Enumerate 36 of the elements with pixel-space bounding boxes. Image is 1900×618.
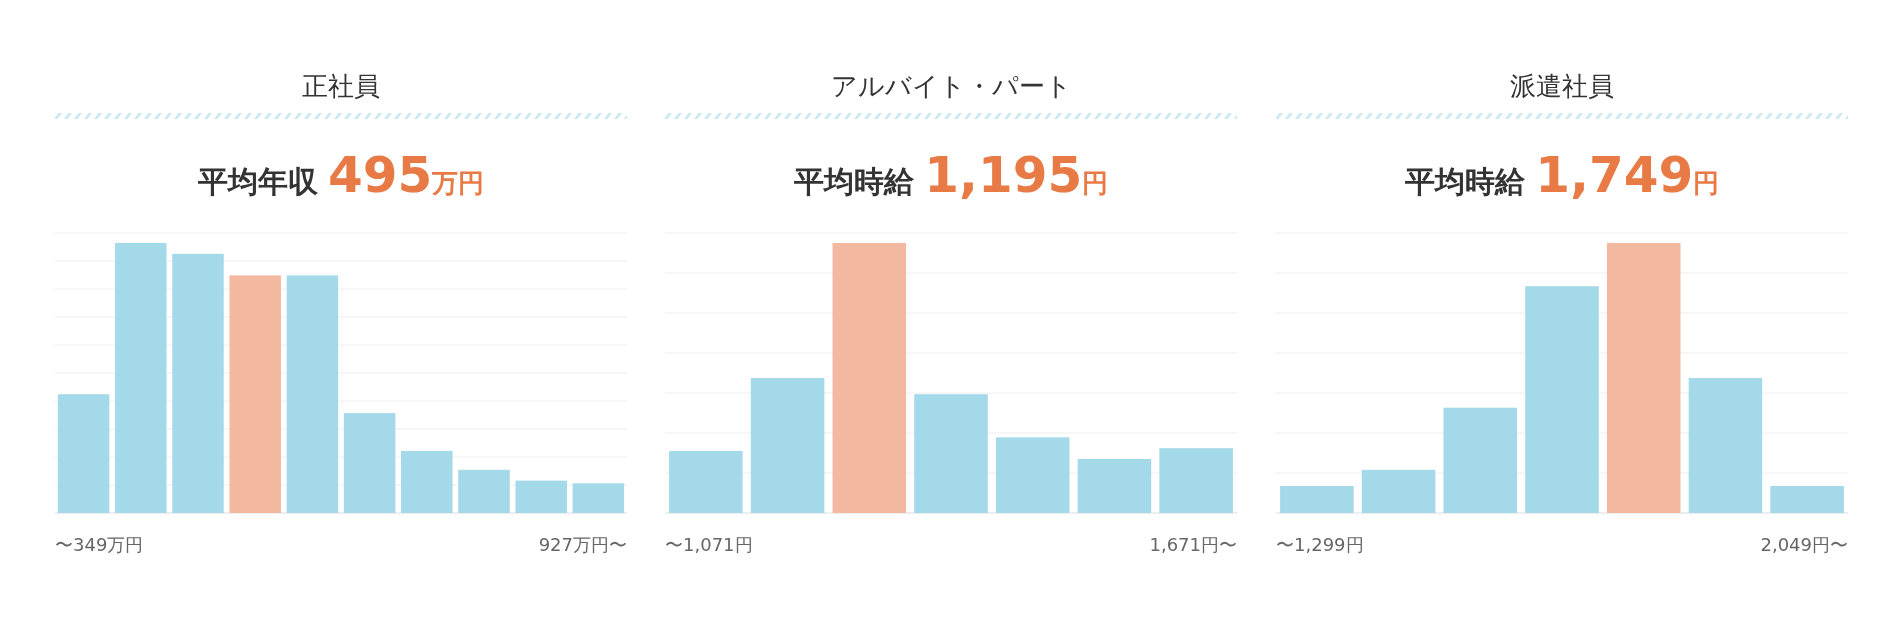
bar (515, 480, 567, 513)
chart-title: アルバイト・パート (830, 71, 1072, 101)
bar (1770, 486, 1844, 513)
bar (669, 450, 743, 513)
bar (1443, 407, 1518, 513)
bar (1280, 486, 1354, 513)
x-tick-label: 〜1,299円 (1276, 534, 1364, 555)
bar (343, 413, 396, 513)
bar (832, 243, 907, 513)
bar (572, 483, 625, 513)
bar (1606, 243, 1681, 513)
bar (995, 437, 1070, 513)
chart-subtitle: 平均年収 495万円 (196, 146, 485, 204)
bar (750, 378, 825, 513)
chart-title: 派遣社員 (1510, 71, 1614, 101)
chart-subtitle: 平均時給 1,749円 (1403, 146, 1720, 204)
bar (115, 243, 167, 513)
chart-title: 正社員 (302, 71, 380, 101)
x-tick-label: 〜349万円 (55, 534, 144, 555)
x-tick-label: 927万円〜 (538, 534, 627, 555)
bar (57, 394, 110, 513)
bar (458, 469, 510, 513)
bar (1077, 459, 1152, 513)
bar (286, 275, 339, 513)
bar (914, 394, 988, 513)
bar (1361, 469, 1436, 513)
bar (1159, 448, 1233, 513)
x-tick-label: 〜1,071円 (665, 534, 753, 555)
bar (229, 275, 281, 513)
bar (1525, 286, 1599, 513)
bar (401, 450, 453, 513)
bar (172, 253, 224, 513)
bar (1688, 378, 1763, 513)
x-tick-label: 1,671円〜 (1149, 534, 1237, 555)
x-tick-label: 2,049円〜 (1760, 534, 1848, 555)
chart-subtitle: 平均時給 1,195円 (792, 146, 1109, 204)
